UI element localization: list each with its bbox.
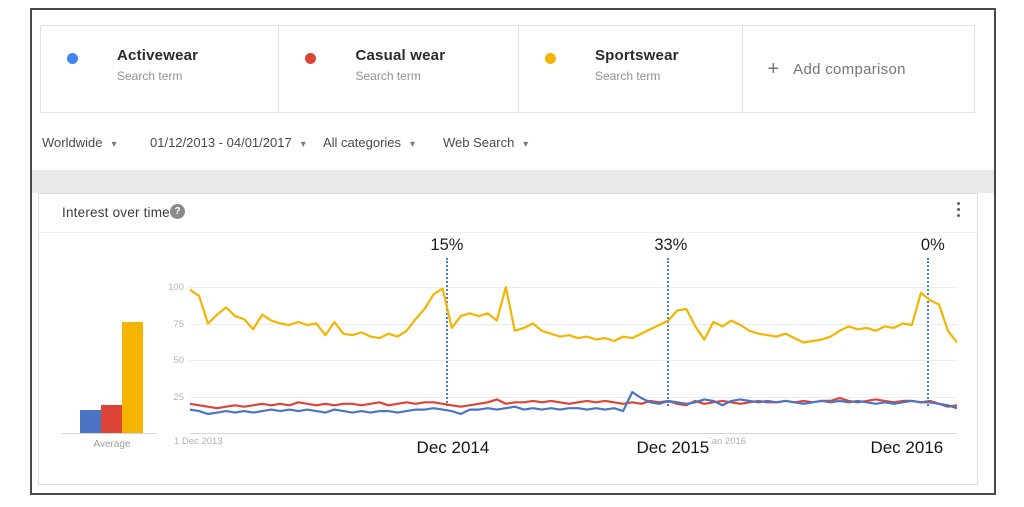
annotation-dashed-line: [445, 258, 448, 406]
search-type-value: Web Search: [443, 135, 515, 150]
gridline: [190, 360, 957, 361]
term-name: Casual wear: [355, 47, 446, 64]
header-divider: [39, 232, 977, 233]
gridline: [190, 323, 957, 325]
average-bars-axis-line: [62, 433, 157, 434]
term-subtitle: Search term: [355, 69, 421, 83]
date-range-dropdown[interactable]: 01/12/2013 - 04/01/2017 ▾: [150, 135, 306, 150]
line-casual-wear: [190, 396, 957, 410]
annotation-percent-label: 0%: [920, 236, 945, 254]
annotation-date-label: Dec 2015: [634, 438, 712, 458]
category-dropdown[interactable]: All categories ▾: [323, 135, 415, 150]
term-card-activewear[interactable]: Activewear Search term: [41, 26, 278, 112]
trend-line-chart: [190, 285, 957, 416]
term-card-sportswear[interactable]: Sportswear Search term: [517, 26, 743, 112]
sportswear-color-dot: [544, 53, 556, 64]
average-bar-casual-wear: [101, 405, 122, 433]
y-axis-tick: 100: [168, 282, 184, 293]
caret-down-icon: ▾: [300, 139, 306, 150]
activewear-color-dot: [67, 53, 78, 64]
date-range-value: 01/12/2013 - 04/01/2017: [150, 135, 292, 150]
help-icon[interactable]: ?: [170, 204, 185, 219]
average-label: Average: [93, 439, 131, 450]
region-dropdown[interactable]: Worldwide ▾: [42, 135, 116, 150]
line-activewear: [190, 390, 957, 416]
kebab-menu-icon[interactable]: [951, 202, 965, 222]
average-bar-activewear: [80, 409, 101, 433]
annotation-percent-label: 33%: [654, 236, 688, 254]
term-subtitle: Search term: [594, 69, 661, 83]
term-card-casual-wear[interactable]: Casual wear Search term: [278, 26, 517, 112]
y-axis-tick: 75: [173, 318, 184, 330]
term-subtitle: Search term: [117, 69, 183, 83]
region-value: Worldwide: [42, 135, 103, 150]
category-value: All categories: [323, 135, 402, 150]
panel-title: Interest over time: [62, 205, 170, 220]
y-axis-tick: 50: [173, 355, 184, 366]
annotation-date-label: Dec 2016: [868, 438, 946, 458]
term-name: Activewear: [117, 47, 199, 64]
annotation-percent-label: 15%: [430, 236, 464, 254]
gridline: [190, 287, 957, 288]
x-axis-line: [190, 433, 957, 434]
page-background-band: [32, 170, 994, 193]
term-name: Sportswear: [594, 47, 679, 64]
x-axis-tick: Jan 2016: [706, 436, 747, 447]
line-sportswear: [190, 285, 957, 344]
caret-down-icon: ▾: [410, 139, 416, 150]
average-bar-sportswear: [122, 322, 143, 433]
annotation-dashed-line: [666, 258, 669, 406]
casual-wear-color-dot: [305, 53, 317, 64]
add-comparison-button[interactable]: + Add comparison: [742, 26, 974, 112]
caret-down-icon: ▾: [523, 139, 529, 150]
comparison-terms-row: Activewear Search term Casual wear Searc…: [40, 25, 975, 113]
add-comparison-label: Add comparison: [793, 60, 906, 78]
y-axis-tick: 25: [173, 391, 184, 403]
gridline: [190, 396, 957, 398]
plus-icon: +: [767, 57, 780, 80]
annotation-dashed-line: [926, 258, 929, 406]
search-type-dropdown[interactable]: Web Search ▾: [443, 135, 528, 150]
annotation-date-label: Dec 2014: [414, 438, 492, 458]
x-axis-tick: 1 Dec 2013: [174, 436, 223, 447]
caret-down-icon: ▾: [111, 139, 117, 150]
